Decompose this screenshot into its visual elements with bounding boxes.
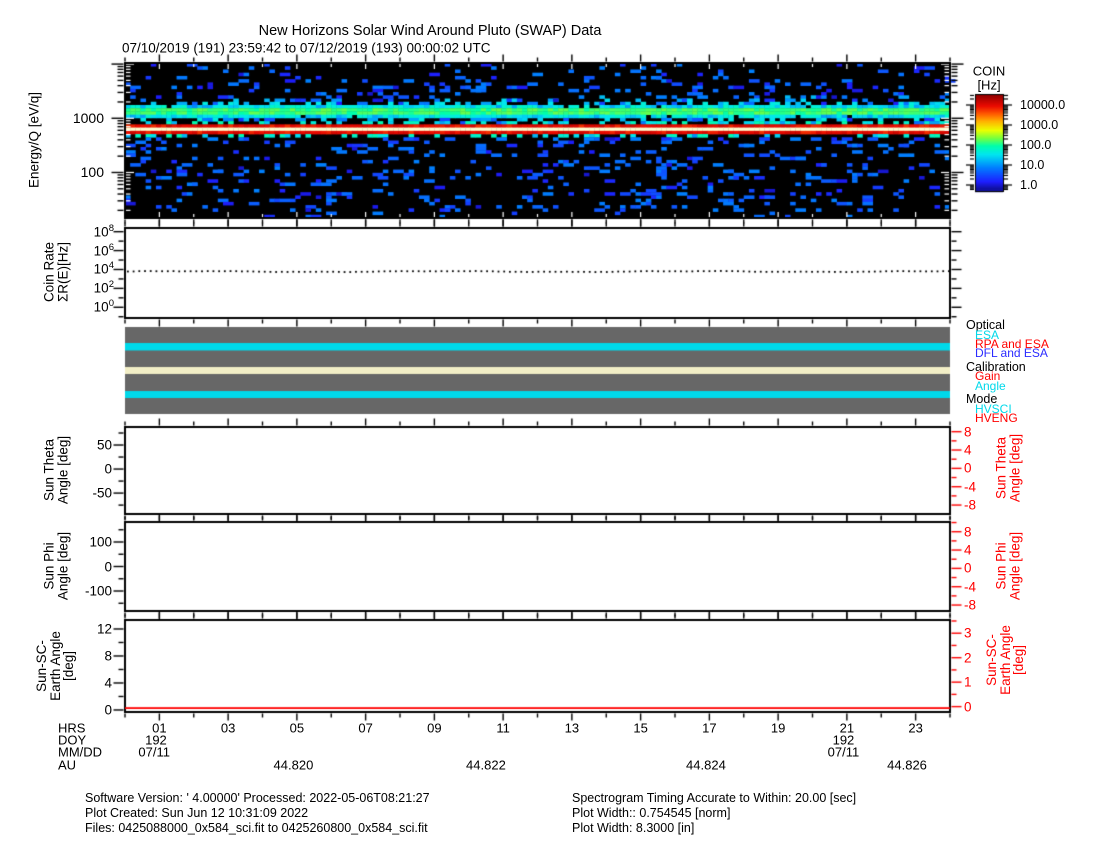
sun-phi-right-axis-label: Sun Phi Angle [deg]	[993, 531, 1023, 601]
legend-group-title: Optical	[966, 318, 1005, 332]
sun-phi-left-axis-label: Sun Phi Angle [deg]	[41, 531, 71, 601]
doy-label: 192	[832, 732, 855, 748]
colorbar-tick-label: 10.0	[1020, 158, 1045, 172]
au-label: 44.826	[887, 757, 927, 773]
doy-label: 192	[145, 732, 167, 748]
sun-phi-tick-label: -100	[84, 583, 112, 599]
sun-theta-right-tick-label: -4	[964, 479, 977, 495]
sun-sc-earth-right-tick-label: 1	[964, 674, 972, 690]
axis-row-header: HRS	[58, 720, 86, 736]
footer-files: Files: 0425088000_0x584_sci.fit to 04252…	[85, 821, 428, 835]
legend-item-label: ESA	[975, 327, 1000, 342]
sun-phi-tick-label: 100	[89, 534, 112, 550]
sun-sc-earth-right-tick-label: 2	[964, 650, 972, 666]
footer-plot-created: Plot Created: Sun Jun 12 10:31:09 2022	[85, 806, 309, 820]
legend-item-label: Angle	[975, 378, 1006, 393]
footer-plot-width-in: Plot Width: 8.3000 [in]	[572, 821, 695, 835]
legend-item-label: HVENG	[975, 411, 1018, 425]
colorbar-units: [Hz]	[977, 77, 1001, 93]
coin-rate-tick-label: 102	[93, 279, 114, 296]
hour-tick-label: 05	[289, 720, 305, 736]
sun-sc-earth-tick-label: 4	[104, 675, 112, 691]
hour-tick-label: 09	[427, 720, 442, 736]
sun-phi-right-tick-label: 8	[964, 524, 972, 540]
colorbar-tick-label: 100.0	[1020, 138, 1052, 152]
colorbar-tick-label: 1.0	[1020, 178, 1038, 192]
sun-theta-tick-label: 50	[96, 437, 112, 453]
energy-tick-label: 100	[80, 164, 104, 181]
axis-row-header: AU	[58, 757, 77, 773]
hour-tick-label: 19	[770, 720, 786, 736]
axis-row-header: MM/DD	[58, 744, 103, 760]
footer-timing-accuracy: Spectrogram Timing Accurate to Within: 2…	[572, 791, 857, 805]
coin-rate-tick-label: 104	[93, 260, 114, 277]
sun-phi-tick-label: 0	[104, 559, 112, 574]
hour-tick-label: 11	[496, 720, 510, 736]
footer-software-version: Software Version: ' 4.00000' Processed: …	[85, 791, 430, 805]
legend-group-title: Calibration	[966, 359, 1026, 374]
axis-row-header: DOY	[58, 732, 87, 748]
legend-item-label: Gain	[975, 369, 1001, 384]
colorbar-title: COIN	[972, 63, 1006, 79]
sun-sc-earth-right-tick-label: 0	[964, 699, 972, 715]
hour-tick-label: 17	[702, 720, 717, 736]
legend-group-title: Mode	[966, 392, 998, 407]
sun-phi-right-tick-label: 0	[964, 560, 972, 576]
sun-sc-earth-tick-label: 8	[104, 648, 112, 664]
sun-sc-earth-right-tick-label: 3	[964, 625, 972, 641]
coin-rate-tick-label: 108	[93, 222, 114, 240]
hour-tick-label: 23	[908, 720, 923, 736]
coin-rate-tick-label: 106	[93, 241, 114, 259]
au-label: 44.822	[466, 757, 506, 773]
hour-tick-label: 03	[220, 720, 236, 736]
sun-theta-right-tick-label: 4	[964, 442, 972, 458]
sun-theta-tick-label: 0	[104, 461, 112, 477]
coin-rate-axis-label: Coin Rate ΣR(E)[Hz]	[41, 241, 71, 303]
mmdd-label: 07/11	[827, 744, 860, 760]
time-range-subtitle: 07/10/2019 (191) 23:59:42 to 07/12/2019 …	[122, 40, 491, 56]
sun-phi-right-tick-label: -4	[964, 579, 977, 595]
au-label: 44.824	[686, 757, 726, 773]
sun-phi-right-tick-label: 4	[964, 542, 972, 558]
sun-sc-earth-tick-label: 0	[104, 702, 112, 718]
sun-theta-right-axis-label: Sun Theta Angle [deg]	[993, 433, 1023, 503]
legend-item-label: DFL and ESA	[975, 346, 1048, 361]
hour-tick-label: 13	[564, 720, 580, 736]
hour-tick-label: 07	[358, 720, 373, 736]
sun-theta-left-axis-label: Sun Theta Angle [deg]	[41, 435, 71, 505]
sun-theta-right-tick-label: 8	[964, 424, 972, 440]
mmdd-label: 07/11	[138, 744, 171, 760]
energy-tick-label: 1000	[72, 110, 104, 127]
colorbar-tick-label: 10000.0	[1020, 98, 1066, 112]
energy-axis-label: Energy/Q [eV/q]	[26, 91, 42, 189]
hour-tick-label: 15	[633, 720, 648, 736]
hour-tick-label: 01	[152, 720, 167, 736]
coin-rate-tick-label: 100	[93, 298, 114, 315]
legend-item-label: HVSCI	[975, 401, 1012, 416]
plot-title: New Horizons Solar Wind Around Pluto (SW…	[258, 23, 602, 39]
footer-plot-width-norm: Plot Width:: 0.754545 [norm]	[572, 806, 731, 820]
hour-tick-label: 21	[839, 720, 855, 736]
sun-theta-right-tick-label: 0	[964, 460, 972, 476]
au-label: 44.820	[273, 757, 314, 773]
sun-theta-tick-label: -50	[92, 485, 112, 501]
sun-theta-right-tick-label: -8	[964, 497, 977, 513]
sun-phi-right-tick-label: -8	[964, 597, 977, 613]
sun-sc-earth-left-axis-label: Sun-SC- Earth Angle [deg]	[33, 631, 76, 701]
colorbar-tick-label: 1000.0	[1020, 118, 1059, 132]
legend-item-label: RPA and ESA	[975, 336, 1049, 351]
sun-sc-earth-tick-label: 12	[96, 621, 112, 637]
sun-sc-earth-right-axis-label: Sun-SC- Earth Angle [deg]	[983, 625, 1026, 695]
